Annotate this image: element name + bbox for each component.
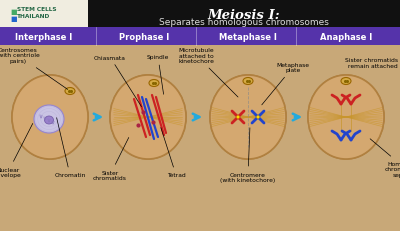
Text: Separates homologous chromosomes: Separates homologous chromosomes <box>159 18 329 27</box>
Text: Centrosomes
(with centriole
pairs): Centrosomes (with centriole pairs) <box>0 48 68 90</box>
Text: STEM CELLS: STEM CELLS <box>17 7 56 12</box>
Ellipse shape <box>14 78 86 157</box>
Ellipse shape <box>110 76 186 159</box>
Ellipse shape <box>65 88 75 95</box>
Ellipse shape <box>12 76 88 159</box>
Ellipse shape <box>114 80 182 155</box>
Text: Spindle: Spindle <box>147 55 169 95</box>
Text: ■: ■ <box>10 9 17 15</box>
Text: Metaphase
plate: Metaphase plate <box>262 62 310 105</box>
Text: Prophase I: Prophase I <box>119 32 169 41</box>
Ellipse shape <box>212 78 284 157</box>
Ellipse shape <box>341 78 351 85</box>
Ellipse shape <box>314 82 378 153</box>
Ellipse shape <box>112 78 184 157</box>
Ellipse shape <box>312 80 380 155</box>
Text: Sister
chromatids: Sister chromatids <box>93 138 129 181</box>
Ellipse shape <box>214 80 282 155</box>
Text: Chiasmata: Chiasmata <box>94 55 142 107</box>
Ellipse shape <box>310 78 382 157</box>
Ellipse shape <box>216 82 280 153</box>
Text: Homologous
chromosomes
separate: Homologous chromosomes separate <box>370 139 400 178</box>
Text: Chromatin: Chromatin <box>54 118 86 178</box>
Bar <box>0 28 400 46</box>
Ellipse shape <box>116 82 180 153</box>
Ellipse shape <box>308 76 384 159</box>
Ellipse shape <box>149 80 159 87</box>
Ellipse shape <box>236 116 240 119</box>
Ellipse shape <box>210 76 286 159</box>
Bar <box>0 0 88 28</box>
Ellipse shape <box>210 76 286 159</box>
Text: THAILAND: THAILAND <box>17 14 50 19</box>
Text: ■: ■ <box>10 16 17 22</box>
Ellipse shape <box>243 78 253 85</box>
Ellipse shape <box>308 76 384 159</box>
Text: Meiosis I:: Meiosis I: <box>208 9 280 22</box>
Ellipse shape <box>34 106 64 134</box>
Ellipse shape <box>110 76 186 159</box>
Text: Interphase I: Interphase I <box>15 32 73 41</box>
Ellipse shape <box>16 80 84 155</box>
Text: Nuclear
envelope: Nuclear envelope <box>0 124 33 178</box>
Text: Centromere
(with kinetochore): Centromere (with kinetochore) <box>220 128 276 183</box>
Ellipse shape <box>18 82 82 153</box>
Text: Microtubule
attached to
kinetochore: Microtubule attached to kinetochore <box>178 48 238 98</box>
Bar <box>88 0 400 28</box>
Text: Anaphase I: Anaphase I <box>320 32 372 41</box>
Ellipse shape <box>256 116 260 119</box>
Text: Sister chromatids
remain attached: Sister chromatids remain attached <box>345 58 398 69</box>
Ellipse shape <box>44 116 54 125</box>
Text: Tetrad: Tetrad <box>161 128 185 178</box>
Ellipse shape <box>12 76 88 159</box>
Text: Metaphase I: Metaphase I <box>219 32 277 41</box>
